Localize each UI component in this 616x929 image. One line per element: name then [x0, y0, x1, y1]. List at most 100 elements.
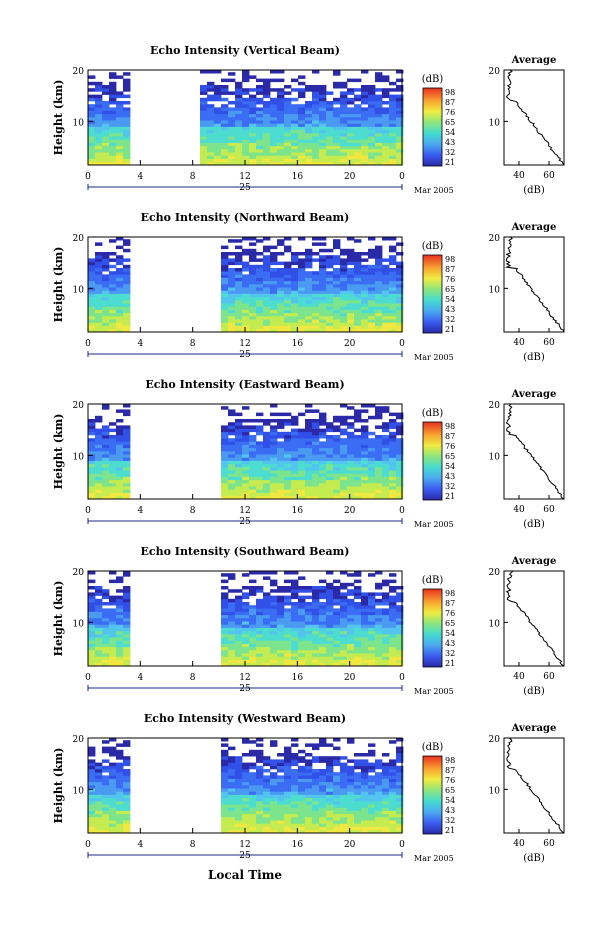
heatmap-cell — [228, 589, 236, 593]
heatmap-cell — [221, 104, 229, 108]
heatmap-cell — [242, 791, 250, 795]
heatmap-cell — [319, 306, 327, 310]
heatmap-cell — [270, 473, 278, 477]
heatmap-cell — [368, 155, 376, 159]
heatmap-cell — [235, 277, 243, 282]
heatmap-cell — [256, 117, 264, 121]
heatmap-cell — [361, 788, 369, 792]
heatmap-cell — [88, 627, 96, 632]
heatmap-cell — [312, 142, 320, 147]
heatmap-cell — [95, 650, 103, 654]
heatmap-cell — [228, 794, 236, 799]
heatmap-cell — [361, 123, 369, 127]
heatmap-cell — [284, 422, 292, 426]
heatmap-cell — [396, 94, 404, 99]
heatmap-cell — [95, 81, 103, 86]
heatmap-cell — [312, 618, 320, 622]
heatmap-cell — [263, 284, 271, 288]
heatmap-cell — [270, 425, 278, 429]
heatmap-cell — [284, 618, 292, 622]
heatmap-cell — [333, 454, 341, 458]
heatmap-cell — [284, 634, 292, 638]
heatmap-cell — [389, 769, 397, 773]
heatmap-cell — [368, 483, 376, 487]
heatmap-cell — [109, 303, 117, 307]
heatmap-cell — [102, 277, 110, 282]
heatmap-cell — [312, 441, 320, 445]
heatmap-cell — [109, 483, 117, 487]
heatmap-cell — [333, 117, 341, 121]
heatmap-cell — [389, 586, 397, 590]
heatmap-cell — [305, 161, 313, 166]
heatmap-cell — [361, 823, 369, 827]
heatmap-cell — [263, 126, 271, 131]
heatmap-cell — [270, 810, 278, 815]
heatmap-cell — [277, 312, 285, 317]
heatmap-cell — [354, 441, 362, 445]
heatmap-cell — [221, 85, 229, 89]
heatmap-cell — [396, 586, 404, 590]
heatmap-cell — [368, 650, 376, 654]
heatmap-cell — [242, 113, 250, 118]
heatmap-cell — [312, 829, 320, 834]
heatmap-cell — [270, 309, 278, 314]
heatmap-cell — [354, 252, 362, 256]
heatmap-cell — [291, 823, 299, 827]
heatmap-cell — [347, 624, 355, 628]
heatmap-cell — [326, 483, 334, 487]
heatmap-cell — [375, 136, 383, 140]
heatmap-cell — [312, 637, 320, 641]
heatmap-cell — [305, 328, 313, 333]
heatmap-cell — [326, 255, 334, 259]
heatmap-cell — [291, 306, 299, 310]
heatmap-cell — [396, 788, 404, 792]
colorbar-tick-label: 76 — [445, 108, 455, 117]
heatmap-cell — [88, 476, 96, 481]
heatmap-cell — [326, 627, 334, 632]
heatmap-cell — [256, 807, 264, 811]
heatmap-cell — [235, 412, 243, 417]
heatmap-cell — [235, 133, 243, 137]
heatmap-cell — [375, 75, 383, 79]
heatmap-cell — [284, 126, 292, 131]
heatmap-cell — [270, 778, 278, 783]
heatmap-cell — [291, 325, 299, 330]
panel-title: Echo Intensity (Eastward Beam) — [145, 378, 344, 391]
heatmap-cell — [305, 152, 313, 156]
heatmap-cell — [242, 142, 250, 147]
heatmap-cell — [270, 579, 278, 584]
heatmap-cell — [123, 85, 131, 89]
heatmap-cell — [88, 624, 96, 628]
heatmap-cell — [123, 303, 131, 307]
heatmap-cell — [305, 807, 313, 811]
heatmap-cell — [298, 293, 306, 298]
heatmap-cell — [242, 126, 250, 131]
heatmap-cell — [347, 791, 355, 795]
heatmap-cell — [95, 97, 103, 102]
heatmap-cell — [123, 614, 131, 619]
heatmap-cell — [375, 123, 383, 127]
heatmap-cell — [291, 772, 299, 776]
heatmap-cell — [375, 640, 383, 644]
heatmap-cell — [382, 161, 390, 166]
heatmap-cell — [326, 804, 334, 808]
heatmap-cell — [340, 605, 348, 609]
heatmap-cell — [242, 662, 250, 667]
heatmap-cell — [221, 791, 229, 795]
heatmap-cell — [368, 467, 376, 471]
heatmap-cell — [375, 110, 383, 115]
heatmap-cell — [361, 120, 369, 124]
heatmap-cell — [221, 454, 229, 458]
heatmap-cell — [354, 155, 362, 159]
heatmap-cell — [298, 325, 306, 330]
heatmap-cell — [235, 88, 243, 92]
heatmap-cell — [242, 431, 250, 436]
heatmap-cell — [368, 778, 376, 783]
heatmap-cell — [340, 293, 348, 298]
heatmap-cell — [305, 155, 313, 159]
heatmap-cell — [389, 126, 397, 131]
heatmap-cell — [263, 592, 271, 596]
heatmap-cell — [340, 630, 348, 635]
heatmap-cell — [256, 749, 264, 754]
heatmap-cell — [354, 139, 362, 143]
